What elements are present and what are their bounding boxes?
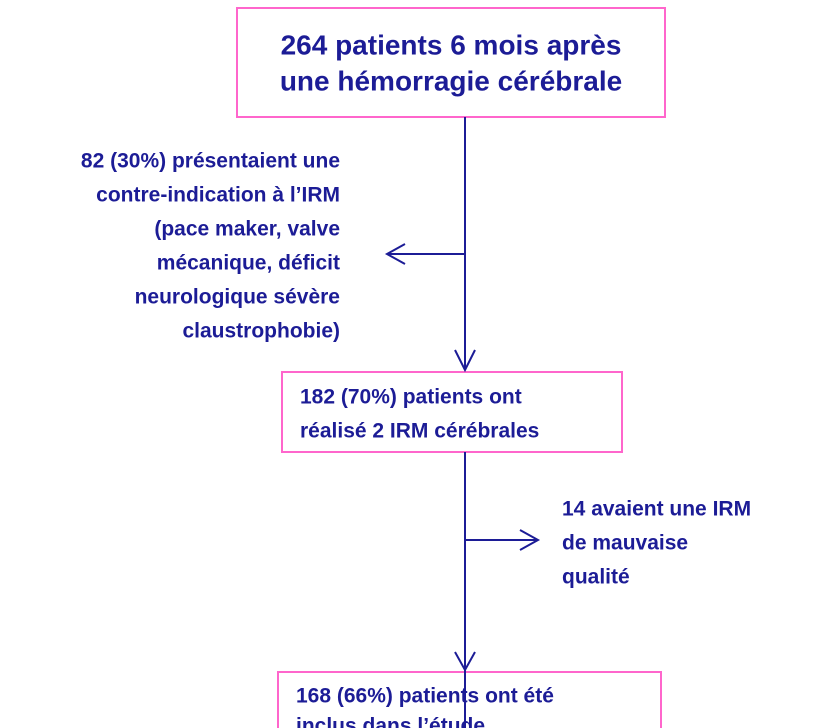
exclusion-label: de mauvaise [562,532,688,555]
exclusion-label: claustrophobie) [182,320,340,343]
node-label: une hémorragie cérébrale [280,65,622,96]
box-end [277,671,662,728]
exclusion-label: 82 (30%) présentaient une [81,150,340,173]
node-label: 264 patients 6 mois après [281,29,622,60]
exclusion-label: mécanique, déficit [157,252,340,275]
exclusion-label: 14 avaient une IRM [562,498,751,521]
arrowhead [454,349,476,373]
node-label: 182 (70%) patients ont [300,386,522,409]
node-label: inclus dans l’étude [296,715,485,728]
node-label: 168 (66%) patients ont été [296,685,554,708]
exclusion-label: qualité [562,566,630,589]
box-start [236,7,666,118]
arrowhead [519,529,541,551]
exclusion-label: neurologique sévère [135,286,340,309]
node-label: réalisé 2 IRM cérébrales [300,420,539,443]
box-middle [281,371,623,453]
exclusion-label: contre-indication à l’IRM [96,184,340,207]
arrowhead [454,651,476,673]
exclusion-label: (pace maker, valve [154,218,340,241]
arrowhead [384,243,406,265]
